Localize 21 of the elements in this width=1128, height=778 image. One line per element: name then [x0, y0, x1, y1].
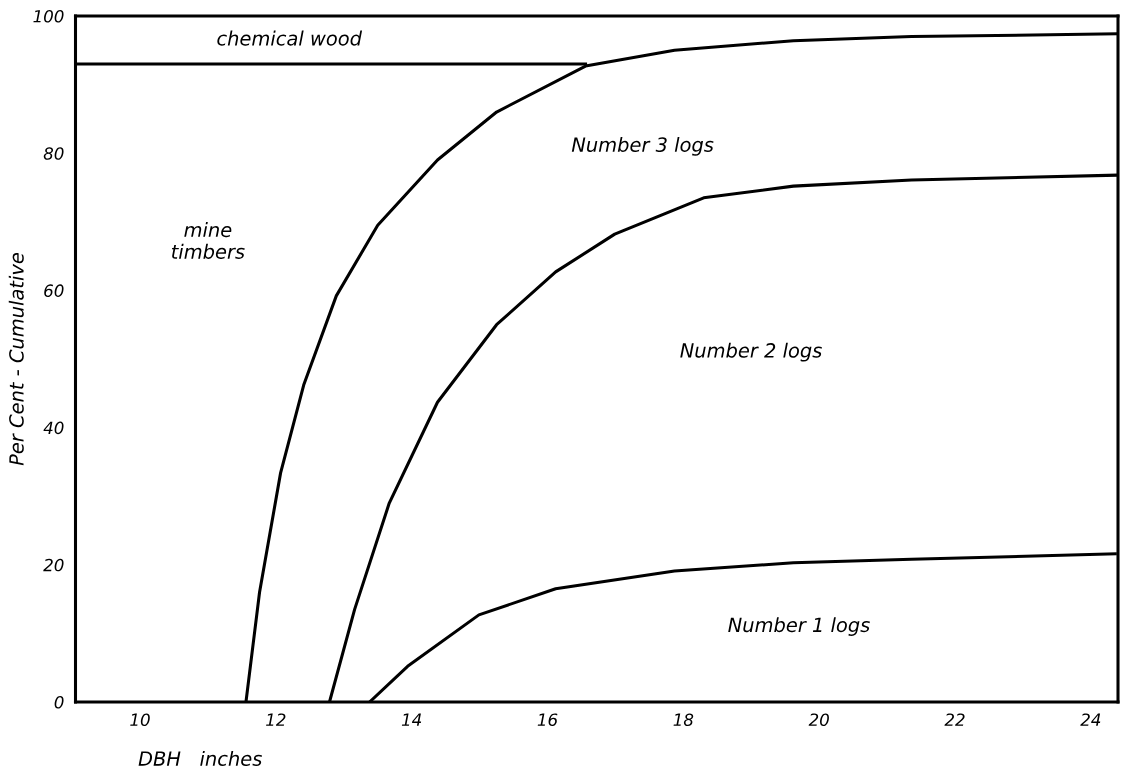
y-tick-label: 0	[54, 695, 64, 709]
x-tick-label: 10	[130, 713, 150, 727]
y-tick-label: 60	[44, 284, 64, 297]
y-tick-label: 20	[43, 558, 64, 572]
y-tick-label: 100	[33, 9, 64, 23]
x-tick-label: 22	[944, 713, 965, 726]
x-tick-label: 18	[673, 713, 694, 727]
x-axis-title: DBH inches	[138, 750, 262, 766]
annotation: mine timbers	[171, 222, 245, 259]
x-tick-label: 16	[537, 713, 558, 727]
x-tick-label: 14	[401, 713, 422, 726]
annotation: Number 1 logs	[728, 617, 870, 636]
annotation: chemical wood	[217, 30, 363, 46]
y-tick-label: 80	[43, 147, 64, 160]
y-axis-title: Per Cent - Cumulative	[8, 253, 24, 466]
annotation: Number 2 logs	[680, 342, 822, 362]
annotation: Number 3 logs	[571, 136, 714, 156]
x-tick-label: 12	[266, 713, 286, 726]
x-tick-label: 24	[1080, 713, 1101, 726]
y-tick-label: 40	[43, 421, 64, 435]
x-tick-label: 20	[808, 713, 829, 727]
